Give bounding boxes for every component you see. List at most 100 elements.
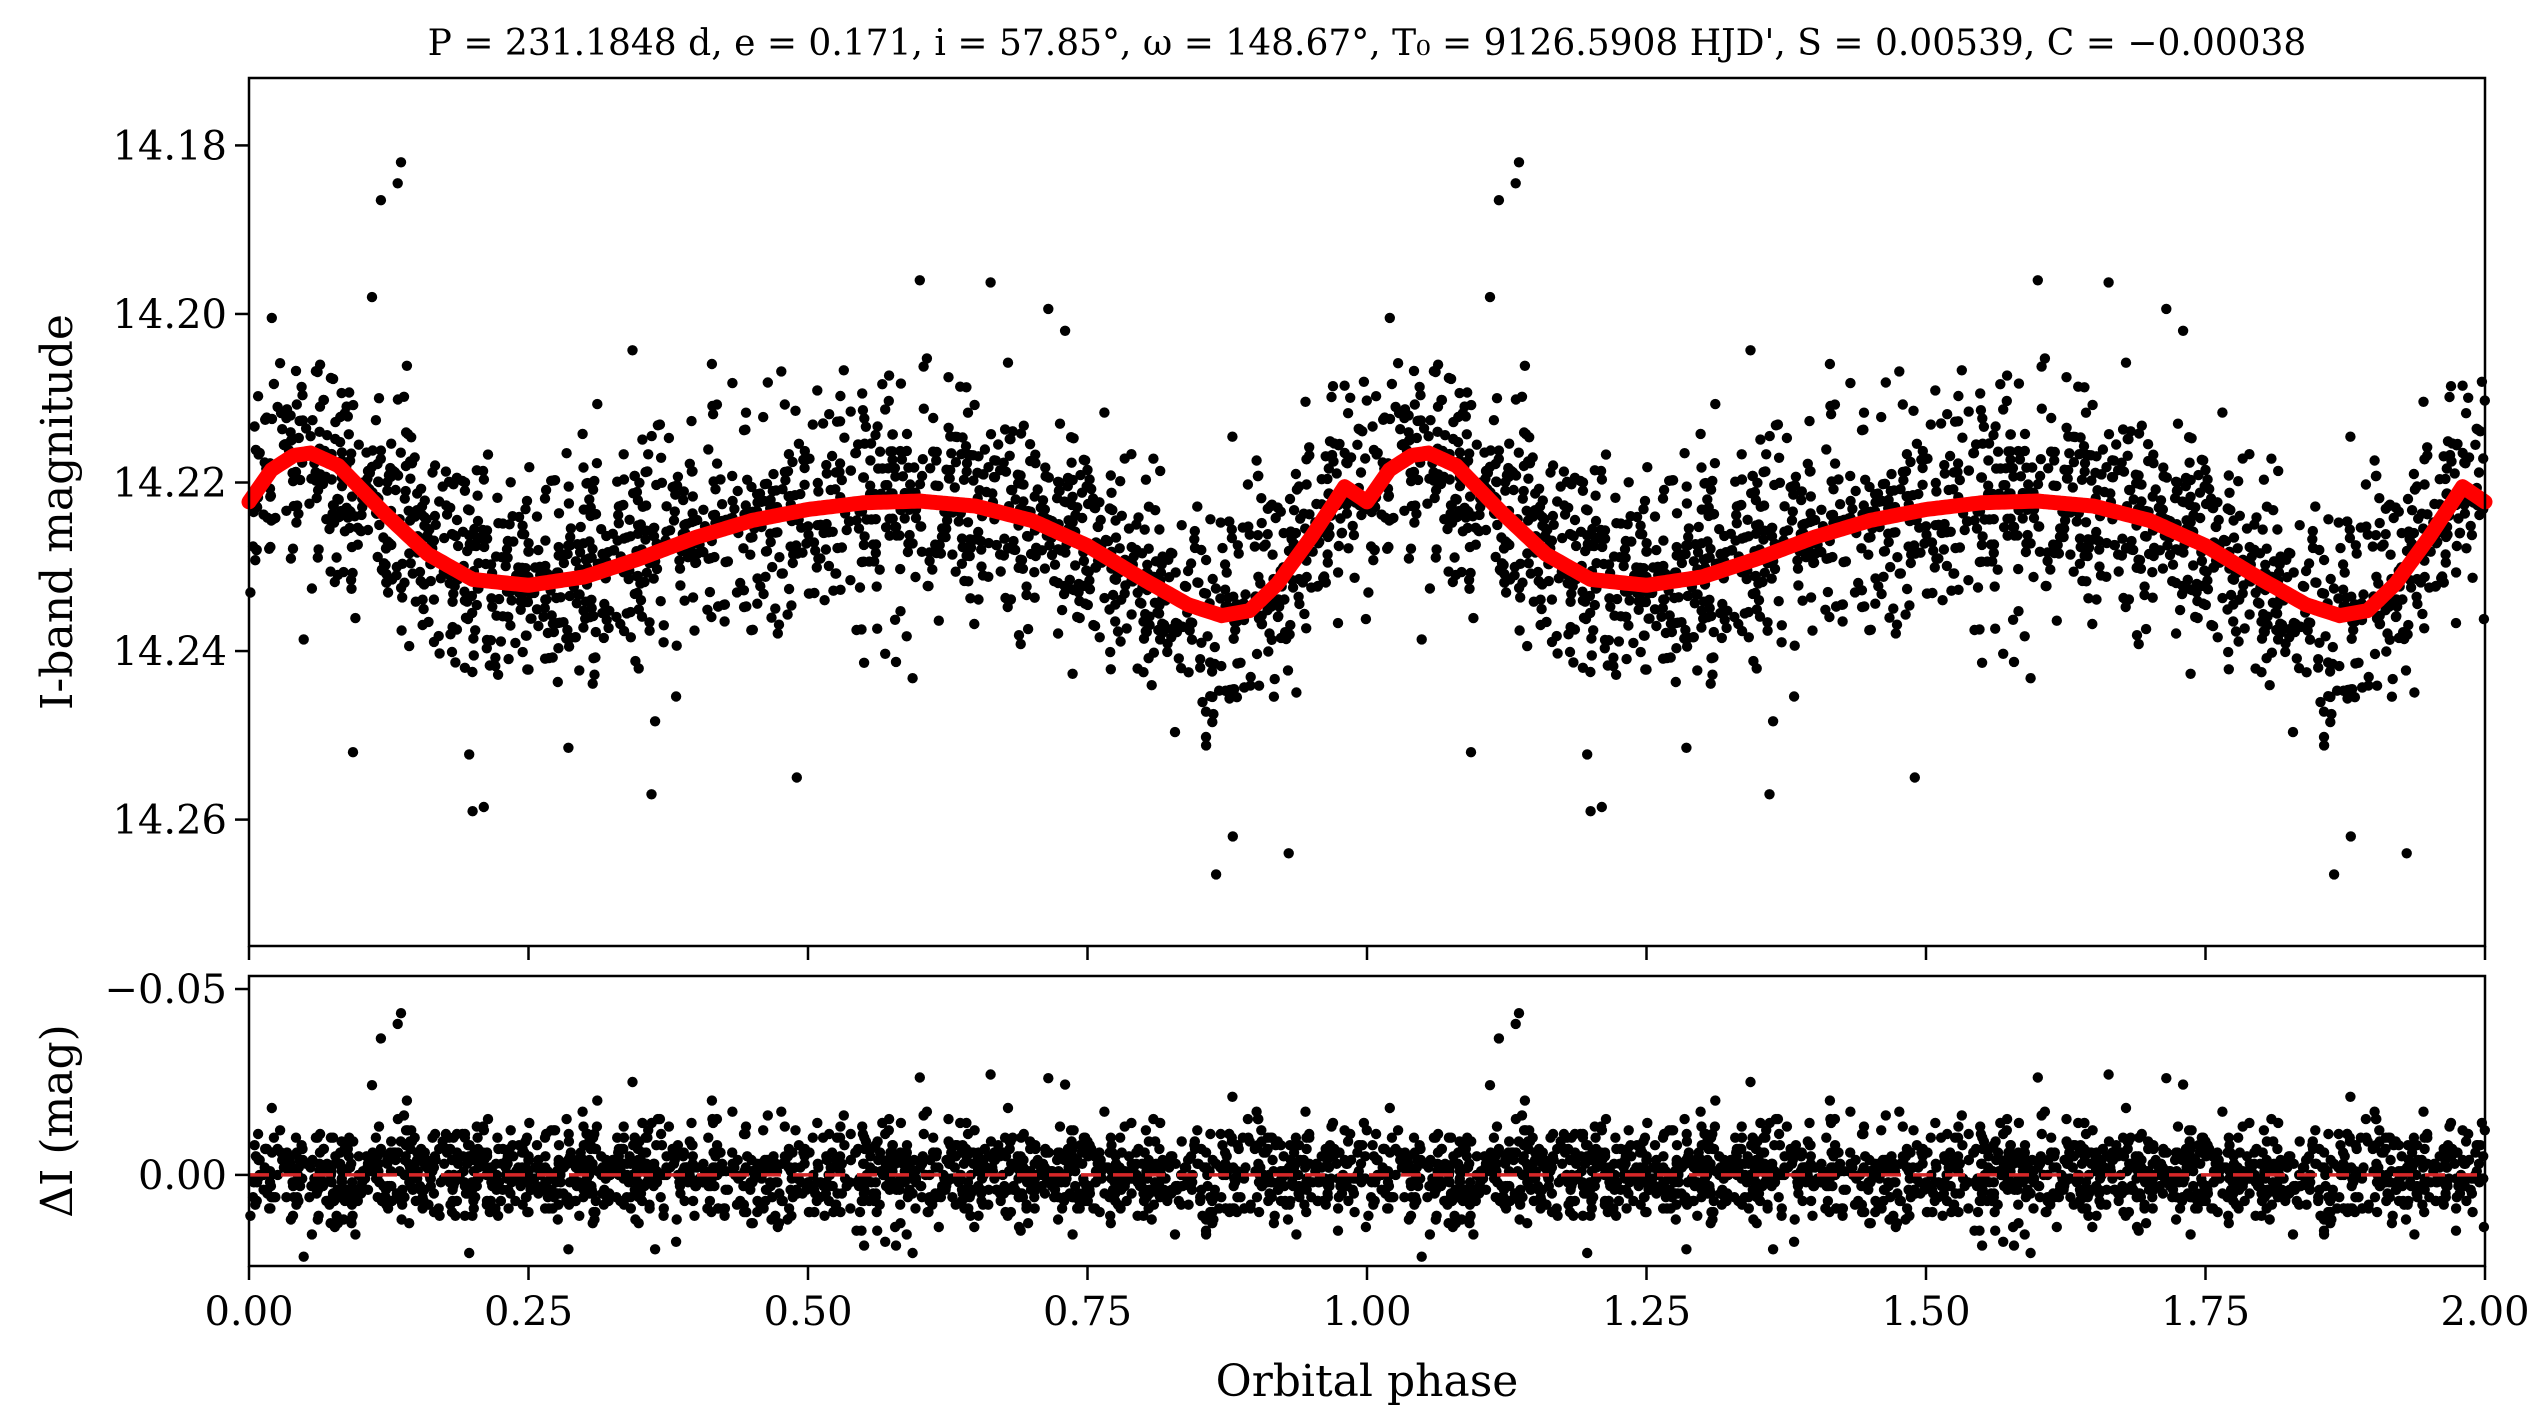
- data-point: [580, 613, 591, 624]
- data-point: [798, 454, 809, 465]
- data-point: [435, 573, 446, 584]
- data-point: [2459, 499, 2470, 510]
- residual-point: [1052, 1214, 1064, 1225]
- data-point: [774, 552, 785, 563]
- data-point: [2380, 529, 2391, 540]
- data-point: [2307, 525, 2318, 537]
- data-point: [2358, 589, 2369, 600]
- data-point: [1263, 646, 1274, 657]
- residual-point: [2036, 1128, 2048, 1140]
- data-point: [553, 643, 564, 654]
- data-point: [1621, 611, 1632, 623]
- data-point: [2123, 434, 2134, 445]
- data-point: [1834, 499, 1846, 510]
- data-point: [592, 398, 603, 410]
- data-point: [1361, 395, 1373, 406]
- data-point: [2007, 614, 2019, 625]
- data-point: [1022, 623, 1034, 635]
- residual-point: [2051, 1162, 2062, 1173]
- data-point: [1067, 474, 1078, 486]
- data-point: [618, 474, 630, 485]
- data-point: [1641, 546, 1652, 557]
- data-point: [2148, 458, 2159, 469]
- data-point: [2007, 462, 2019, 474]
- data-point: [1977, 438, 1988, 449]
- data-point: [2041, 580, 2052, 592]
- data-point: [1418, 423, 1430, 434]
- data-point: [2256, 667, 2267, 678]
- data-point: [1110, 616, 1121, 627]
- data-point: [2013, 445, 2024, 457]
- data-point: [1523, 473, 1534, 484]
- data-point: [1446, 500, 1457, 511]
- data-point: [1523, 558, 1534, 569]
- data-point: [293, 508, 304, 519]
- data-point: [715, 474, 726, 485]
- data-point: [1513, 447, 1525, 458]
- data-point: [2074, 558, 2086, 569]
- data-point: [797, 547, 808, 558]
- data-point: [2244, 449, 2255, 460]
- data-point: [1788, 691, 1800, 702]
- data-point: [2074, 449, 2085, 460]
- data-point: [637, 434, 648, 445]
- data-point: [955, 381, 966, 392]
- data-point: [433, 630, 444, 642]
- data-point: [727, 377, 738, 389]
- data-point: [1596, 801, 1608, 813]
- data-point: [2233, 476, 2244, 487]
- data-point: [342, 411, 353, 422]
- data-point: [1210, 583, 1222, 594]
- data-point: [1179, 580, 1191, 592]
- data-point: [1988, 429, 1999, 441]
- data-point: [2076, 541, 2087, 553]
- data-point: [946, 448, 957, 459]
- data-point: [1639, 630, 1650, 641]
- data-point: [331, 552, 342, 563]
- data-point: [1900, 609, 1911, 620]
- data-point: [1988, 547, 2000, 559]
- data-point: [661, 526, 672, 537]
- data-point: [440, 466, 452, 477]
- data-point: [485, 559, 497, 570]
- data-point: [1635, 520, 1646, 531]
- data-point: [827, 526, 838, 537]
- data-point: [589, 475, 600, 487]
- data-point: [2021, 538, 2032, 549]
- data-point: [1888, 603, 1899, 614]
- data-point: [765, 536, 776, 548]
- data-point: [727, 470, 738, 482]
- data-point: [1904, 600, 1915, 611]
- data-point: [965, 593, 976, 604]
- data-point: [2472, 424, 2483, 435]
- data-point: [1256, 517, 1267, 529]
- data-point: [1930, 520, 1941, 531]
- data-point: [962, 517, 974, 528]
- data-point: [1153, 608, 1165, 619]
- data-point: [1043, 303, 1054, 315]
- data-point: [1082, 464, 1093, 476]
- data-point: [1414, 381, 1425, 393]
- data-point: [698, 504, 709, 515]
- data-point: [2280, 646, 2291, 658]
- residual-point: [1067, 1229, 1078, 1240]
- data-point: [459, 477, 471, 488]
- data-point: [2327, 658, 2338, 670]
- data-point: [1515, 558, 1526, 569]
- data-point: [2350, 540, 2361, 551]
- data-point: [553, 508, 565, 519]
- data-point: [1253, 680, 1265, 691]
- data-point: [434, 648, 445, 659]
- data-point: [1766, 531, 1778, 542]
- data-point: [1588, 625, 1599, 636]
- data-point: [1332, 617, 1344, 629]
- data-point: [916, 470, 928, 482]
- data-point: [1870, 573, 1881, 584]
- data-point: [1186, 634, 1198, 645]
- data-point: [307, 415, 318, 426]
- data-point: [2266, 647, 2278, 658]
- data-point: [758, 588, 769, 600]
- data-point: [821, 518, 832, 530]
- data-point: [2008, 521, 2020, 533]
- data-point: [565, 531, 576, 543]
